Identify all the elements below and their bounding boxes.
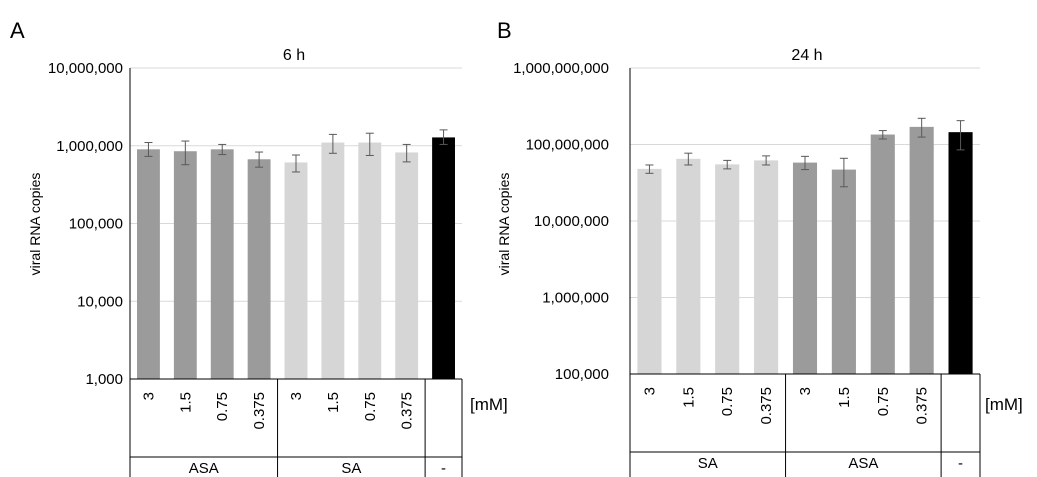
- x-tick-label: 1.5: [177, 392, 194, 413]
- panel-letter-a: A: [10, 18, 25, 43]
- x-tick-label: 1.5: [680, 387, 697, 408]
- bar: [870, 134, 895, 374]
- y-tick-label: 10,000: [77, 293, 123, 310]
- x-tick-label: 3: [288, 392, 305, 400]
- y-tick-label: 1,000,000: [56, 138, 123, 155]
- y-tick-label: 1,000,000: [542, 290, 609, 307]
- x-tick-label: 0.75: [719, 387, 736, 416]
- x-tick-label: 3: [140, 392, 157, 400]
- y-axis-label-a: viral RNA copies: [27, 173, 43, 276]
- bar: [948, 132, 973, 374]
- bar: [754, 160, 779, 374]
- bar: [637, 168, 662, 374]
- bar: [676, 158, 701, 374]
- bar: [137, 149, 160, 379]
- x-tick-label: 0.375: [399, 392, 416, 430]
- x-tick-label: 1.5: [325, 392, 342, 413]
- y-axis-label-b: viral RNA copies: [496, 173, 512, 276]
- group-label: SA: [698, 455, 718, 472]
- x-tick-label: 0.375: [758, 387, 775, 425]
- y-tick-label: 100,000,000: [526, 137, 609, 154]
- group-label: ASA: [189, 460, 219, 477]
- panel-b: B 24 h viral RNA copies [mM] 100,000 1,00…: [496, 18, 1023, 477]
- x-tick-label: 0.75: [362, 392, 379, 421]
- bar: [432, 137, 455, 379]
- unit-label-b: [mM]: [985, 395, 1023, 414]
- x-tick-label: 1.5: [836, 387, 853, 408]
- bar: [247, 159, 271, 379]
- y-tick-label: 100,000: [555, 366, 609, 383]
- bar: [173, 151, 197, 379]
- x-tick-label: 0.75: [214, 392, 231, 421]
- group-label: -: [958, 455, 963, 472]
- bar: [395, 152, 419, 379]
- chart-title-a: 6 h: [283, 47, 305, 64]
- y-tick-label: 1,000,000,000: [513, 60, 609, 77]
- panel-letter-b: B: [497, 18, 512, 43]
- group-label: -: [441, 460, 446, 477]
- x-tick-label: 0.375: [914, 387, 931, 425]
- x-tick-label: 3: [797, 387, 814, 395]
- group-label: ASA: [848, 455, 878, 472]
- chart-title-b: 24 h: [791, 47, 822, 64]
- y-tick-label: 100,000: [69, 216, 123, 233]
- x-tick-label: 0.75: [875, 387, 892, 416]
- bar: [321, 142, 345, 379]
- bar: [284, 162, 308, 379]
- y-tick-label: 1,000: [85, 371, 123, 388]
- x-tick-label: 3: [641, 387, 658, 395]
- panel-a: A 6 h viral RNA copies [mM] 1,000 10,000 1…: [10, 18, 508, 477]
- bar: [909, 126, 934, 374]
- bar: [792, 162, 818, 374]
- bar: [715, 164, 740, 374]
- bar: [210, 149, 234, 379]
- x-tick-label: 0.375: [251, 392, 268, 430]
- y-tick-label: 10,000,000: [48, 60, 123, 77]
- bar: [831, 169, 856, 374]
- unit-label-a: [mM]: [470, 395, 508, 414]
- y-tick-label: 10,000,000: [534, 213, 609, 230]
- group-label: SA: [341, 460, 361, 477]
- bar: [358, 142, 382, 379]
